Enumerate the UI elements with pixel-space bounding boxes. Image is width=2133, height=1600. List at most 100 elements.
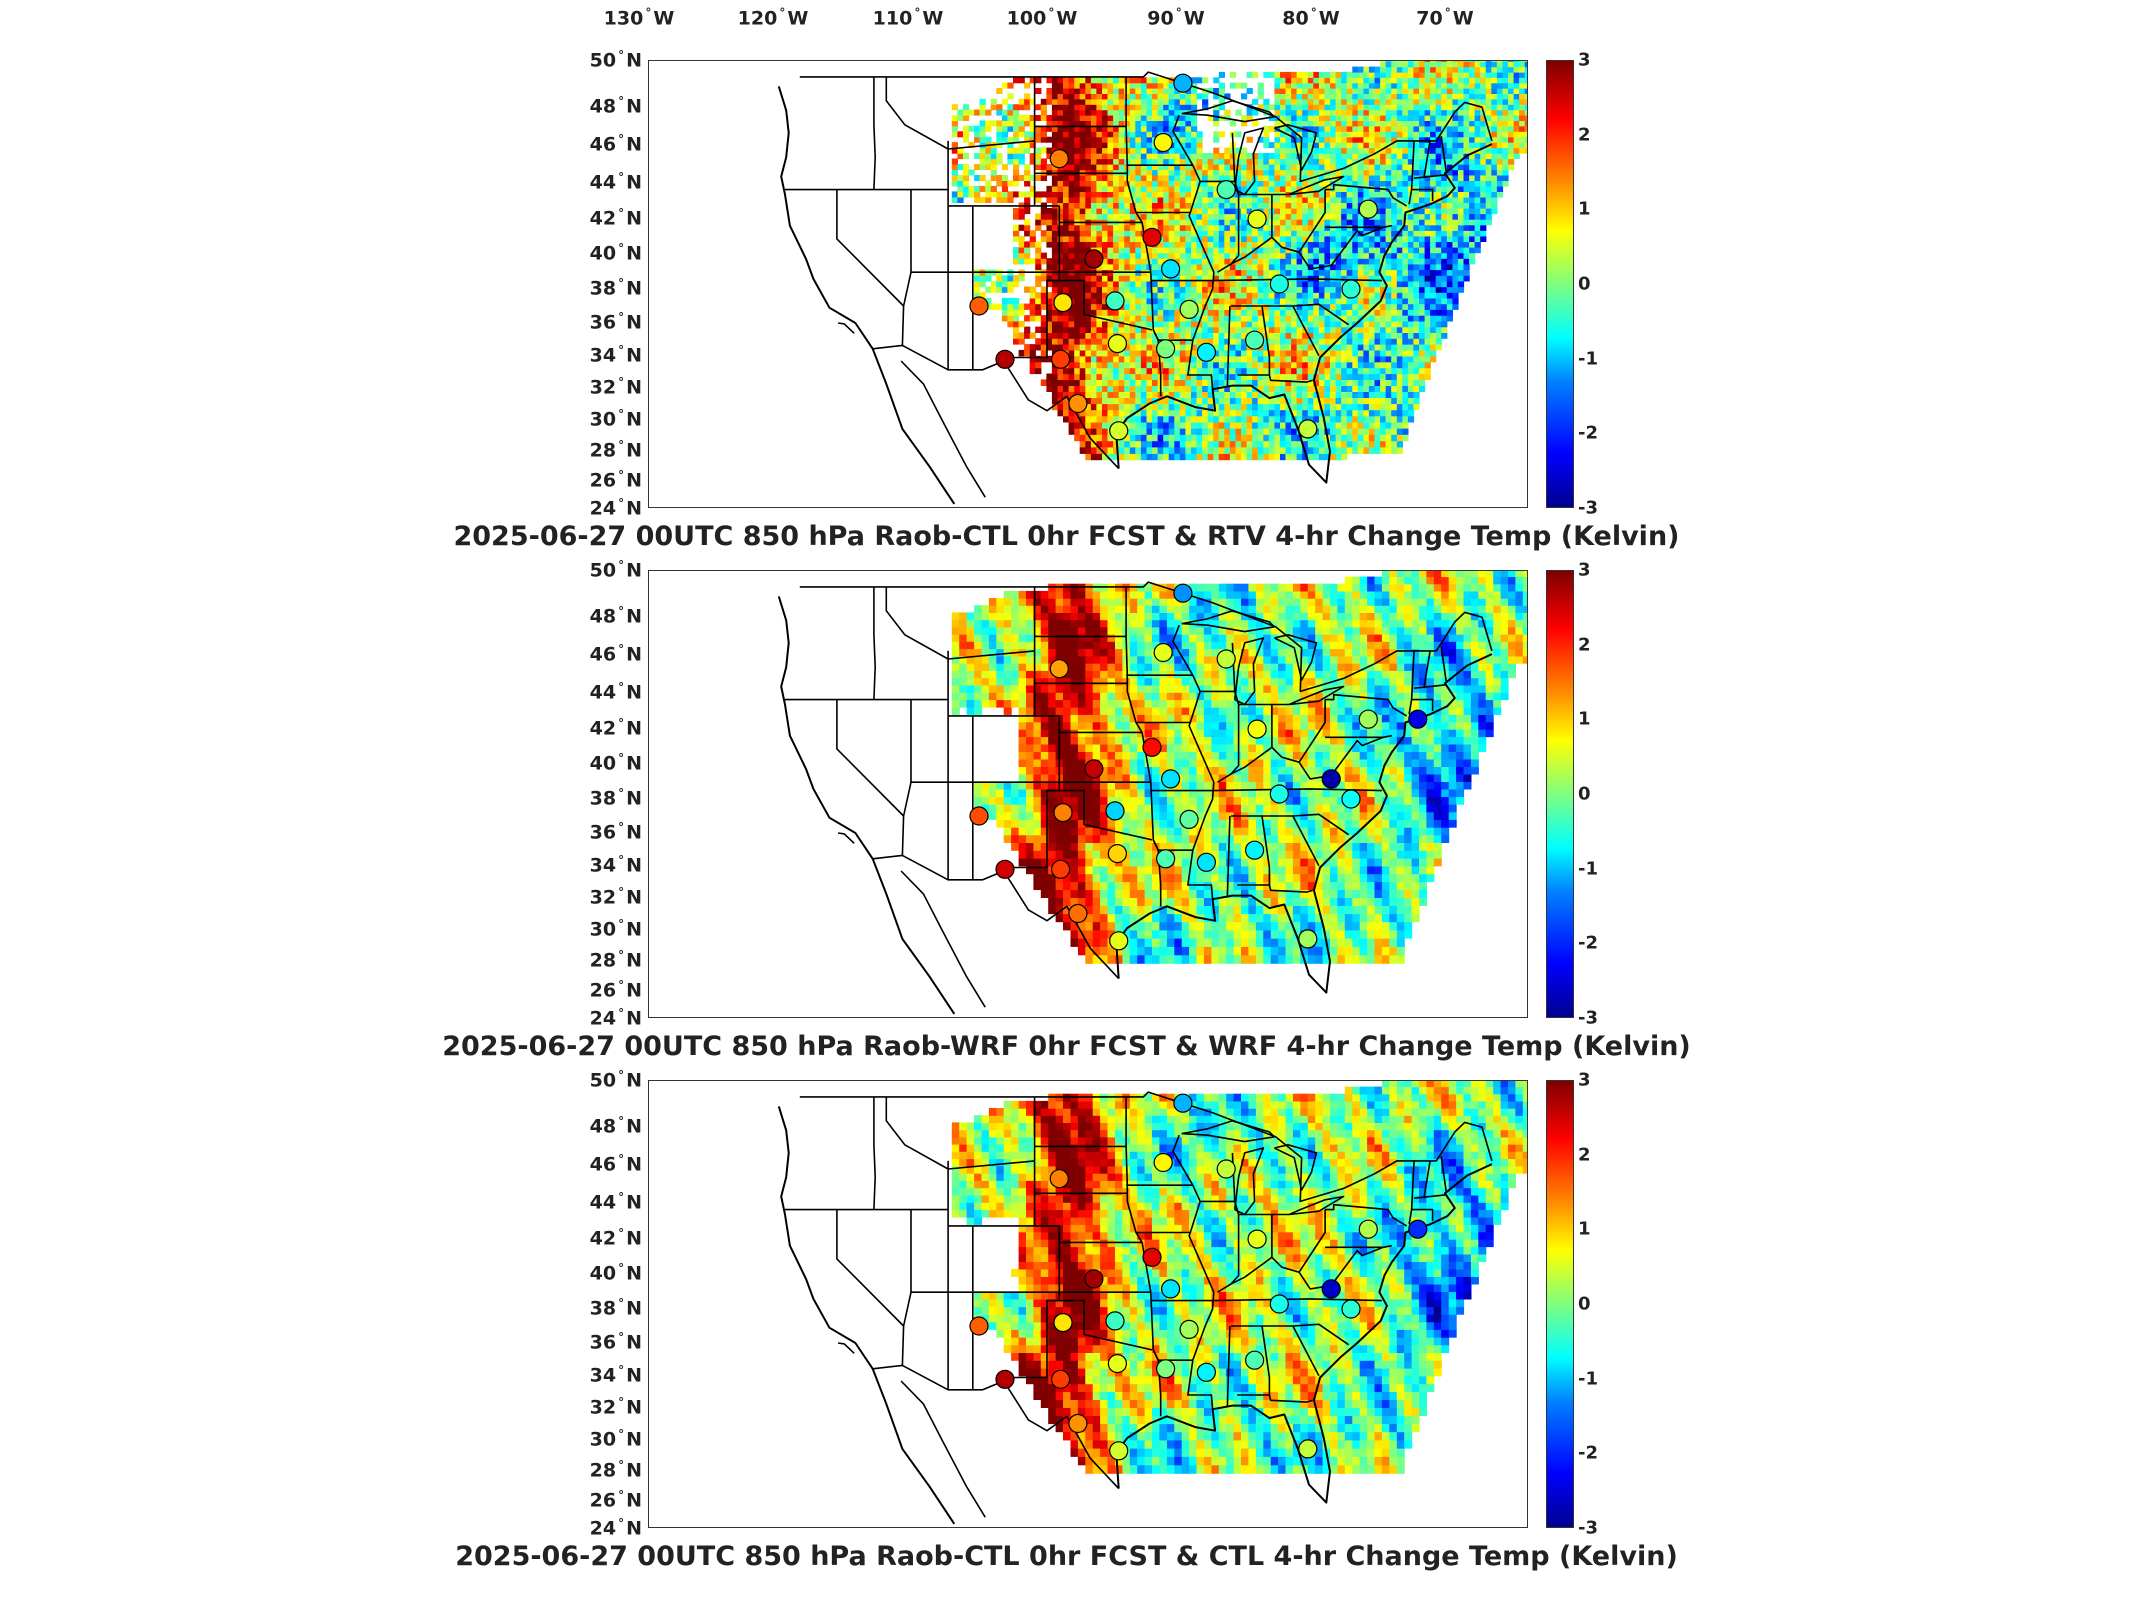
longitude-labels: 130 ° W 120 ° W 110 ° W 100 ° W 90 ° W 80 ° W 70 ° W bbox=[0, 6, 2133, 36]
field-cell bbox=[1007, 109, 1014, 116]
field-cell bbox=[1085, 379, 1092, 386]
field-cell bbox=[1229, 275, 1237, 282]
field-cell bbox=[1318, 125, 1326, 132]
field-cell bbox=[1330, 169, 1337, 176]
field-cell bbox=[1179, 202, 1186, 209]
field-cell bbox=[1363, 169, 1370, 176]
field-cell bbox=[1146, 224, 1153, 231]
field-cell bbox=[1090, 344, 1098, 351]
field-cell bbox=[1241, 252, 1248, 259]
field-cell bbox=[1313, 297, 1320, 305]
field-cell bbox=[1457, 219, 1465, 226]
field-cell bbox=[1296, 120, 1303, 127]
field-cell bbox=[1185, 379, 1192, 386]
field-cell bbox=[1430, 202, 1437, 209]
field-cell bbox=[1285, 230, 1292, 237]
field-cell bbox=[1013, 125, 1020, 132]
field-cell bbox=[1202, 258, 1209, 265]
field-cell bbox=[1185, 355, 1192, 363]
field-cell bbox=[1385, 332, 1392, 339]
field-cell bbox=[1246, 286, 1253, 293]
field-cell bbox=[1307, 142, 1314, 149]
field-cell bbox=[1435, 174, 1442, 181]
field-cell bbox=[1174, 326, 1181, 333]
field-cell bbox=[1241, 453, 1248, 461]
field-cell bbox=[1051, 263, 1059, 271]
field-cell bbox=[1068, 104, 1075, 111]
field-cell bbox=[1424, 219, 1431, 226]
field-cell bbox=[1163, 115, 1170, 121]
field-cell bbox=[996, 180, 1003, 187]
field-cell bbox=[1174, 224, 1181, 231]
field-cell bbox=[1430, 332, 1437, 339]
field-cell bbox=[1257, 247, 1264, 254]
field-cell bbox=[1313, 196, 1320, 203]
field-cell bbox=[1413, 191, 1420, 198]
field-cell bbox=[1051, 344, 1059, 351]
field-cell bbox=[1252, 326, 1259, 333]
field-cell bbox=[1207, 292, 1214, 299]
field-cell bbox=[1380, 180, 1387, 187]
field-cell bbox=[1407, 174, 1415, 181]
field-cell bbox=[1013, 213, 1020, 220]
field-cell bbox=[1435, 120, 1442, 127]
field-cell bbox=[1396, 332, 1403, 339]
field-cell bbox=[1113, 131, 1120, 138]
field-cell bbox=[1419, 320, 1426, 328]
field-cell bbox=[1280, 147, 1287, 154]
field-cell bbox=[1024, 174, 1031, 181]
field-cell bbox=[1124, 434, 1131, 442]
field-cell bbox=[1508, 131, 1515, 138]
field-cell bbox=[979, 153, 986, 160]
field-cell bbox=[1307, 397, 1314, 405]
field-cell bbox=[1457, 263, 1465, 271]
field-cell bbox=[1157, 104, 1164, 111]
field-cell bbox=[1179, 326, 1186, 333]
field-cell bbox=[1102, 332, 1109, 339]
field-cell bbox=[1174, 315, 1181, 322]
field-cell bbox=[1335, 147, 1342, 154]
field-cell bbox=[1051, 208, 1059, 215]
field-cell bbox=[1430, 292, 1437, 299]
field-cell bbox=[1346, 230, 1353, 237]
field-cell bbox=[1057, 309, 1064, 316]
field-cell bbox=[1385, 191, 1392, 198]
field-cell bbox=[1213, 286, 1220, 293]
field-cell bbox=[1285, 202, 1292, 209]
field-cell bbox=[1179, 292, 1186, 299]
field-cell bbox=[1374, 247, 1381, 254]
field-cell bbox=[1140, 252, 1148, 259]
field-cell bbox=[1024, 344, 1031, 351]
field-cell bbox=[1246, 224, 1253, 231]
field-cell bbox=[1357, 196, 1364, 203]
field-cell bbox=[1129, 428, 1136, 435]
field-cell bbox=[974, 136, 981, 143]
field-cell bbox=[1296, 292, 1303, 299]
field-cell bbox=[1118, 415, 1125, 423]
field-cell bbox=[1163, 397, 1170, 405]
field-cell bbox=[1196, 241, 1203, 248]
field-cell bbox=[1179, 247, 1186, 254]
field-cell bbox=[1152, 303, 1159, 310]
field-cell bbox=[1191, 367, 1198, 375]
field-cell bbox=[1357, 180, 1364, 187]
field-cell bbox=[1307, 196, 1314, 203]
field-cell bbox=[1113, 224, 1120, 231]
field-cell bbox=[1163, 373, 1170, 380]
field-cell bbox=[1280, 297, 1287, 305]
field-cell bbox=[1179, 169, 1186, 176]
field-cell bbox=[1213, 219, 1220, 226]
field-cell bbox=[1396, 247, 1403, 254]
field-cell bbox=[1357, 280, 1364, 288]
field-cell bbox=[1363, 153, 1370, 160]
field-cell bbox=[1063, 252, 1070, 259]
field-cell bbox=[1391, 263, 1398, 271]
field-cell bbox=[1213, 446, 1220, 454]
field-cell bbox=[1213, 403, 1220, 411]
field-cell bbox=[1407, 164, 1415, 171]
field-cell bbox=[1157, 241, 1164, 248]
field-cell bbox=[1146, 125, 1153, 132]
field-cell bbox=[1508, 158, 1515, 165]
field-cell bbox=[1235, 409, 1242, 417]
field-cell bbox=[1257, 385, 1264, 392]
